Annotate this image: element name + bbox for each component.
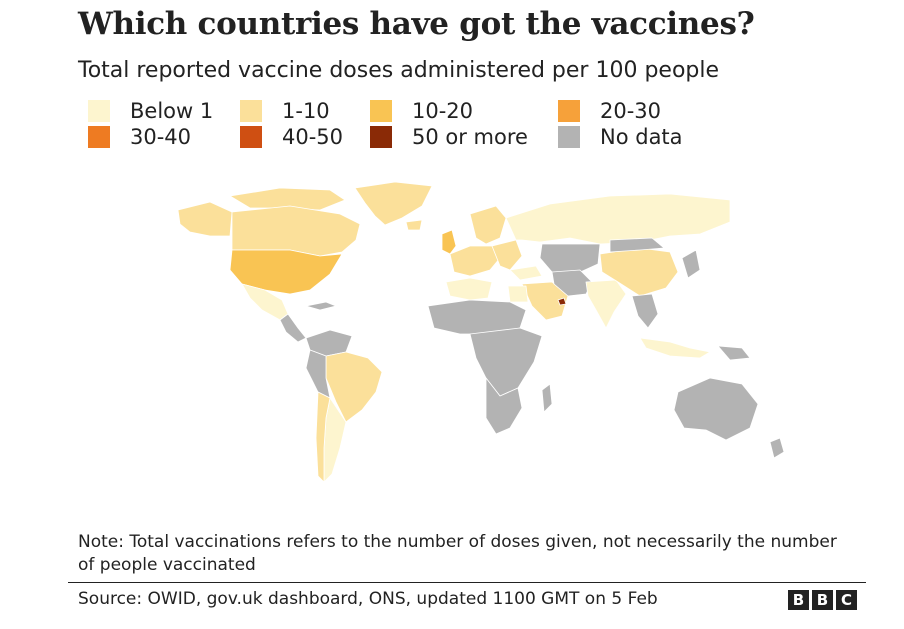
region-australia <box>673 377 759 441</box>
legend-swatch <box>240 126 262 148</box>
legend-swatch <box>558 100 580 122</box>
bbc-logo-letter: B <box>812 590 833 610</box>
region-scandinavia <box>469 205 507 245</box>
region-central-africa <box>469 327 543 397</box>
region-central-asia <box>539 243 601 275</box>
region-chile <box>315 391 331 483</box>
region-egypt <box>507 285 529 303</box>
region-indonesia <box>639 337 711 359</box>
legend-swatch <box>240 100 262 122</box>
legend-swatch <box>370 100 392 122</box>
region-madagascar <box>541 383 553 413</box>
legend-swatch <box>558 126 580 148</box>
bbc-logo-letter: C <box>836 590 857 610</box>
region-mongolia <box>609 237 665 253</box>
legend-swatch <box>370 126 392 148</box>
region-north-africa <box>445 277 493 301</box>
legend-label: 30-40 <box>130 125 192 149</box>
region-uae <box>557 297 567 306</box>
chart-subtitle: Total reported vaccine doses administere… <box>78 58 720 83</box>
legend-label: 40-50 <box>282 125 344 149</box>
region-central-america <box>279 313 307 343</box>
region-uk <box>441 229 457 255</box>
region-middle-east <box>521 281 569 321</box>
legend-item-50-or-more: 50 or more <box>370 125 528 149</box>
region-korea-japan <box>681 249 701 279</box>
region-arctic-islands <box>229 187 346 211</box>
region-iran-afghanistan <box>551 269 593 297</box>
region-papua <box>717 345 751 361</box>
region-alaska <box>177 201 233 237</box>
region-usa <box>229 249 343 295</box>
legend-label: 1-10 <box>282 99 330 123</box>
bbc-logo: B B C <box>788 590 857 610</box>
legend-item-1-10: 1-10 <box>240 99 330 123</box>
region-western-europe <box>449 245 501 277</box>
legend-label: Below 1 <box>130 99 214 123</box>
region-peru-bolivia <box>305 349 331 399</box>
legend-label: 20-30 <box>600 99 662 123</box>
chart-source: Source: OWID, gov.uk dashboard, ONS, upd… <box>78 589 658 609</box>
region-eastern-europe <box>491 239 523 271</box>
chart-title: Which countries have got the vaccines? <box>78 6 755 42</box>
legend-item-no-data: No data <box>558 125 683 149</box>
region-caribbean <box>305 301 337 311</box>
region-greenland <box>354 181 433 226</box>
world-map <box>170 178 790 490</box>
region-new-zealand <box>769 437 785 459</box>
legend-item-40-50: 40-50 <box>240 125 343 149</box>
legend-item-10-20: 10-20 <box>370 99 473 123</box>
chart-note: Note: Total vaccinations refers to the n… <box>78 532 837 575</box>
legend: Below 1 1-10 10-20 20-30 30-40 40-50 50 … <box>88 99 788 155</box>
legend-label: 10-20 <box>412 99 474 123</box>
region-iceland <box>405 219 423 231</box>
legend-item-20-30: 20-30 <box>558 99 661 123</box>
legend-label: No data <box>600 125 683 149</box>
region-turkey <box>509 265 543 281</box>
region-se-asia <box>631 293 659 329</box>
legend-item-below-1: Below 1 <box>88 99 213 123</box>
region-brazil <box>325 351 383 423</box>
footer-divider <box>68 582 866 583</box>
legend-swatch <box>88 126 110 148</box>
region-canada <box>231 205 361 257</box>
bbc-logo-letter: B <box>788 590 809 610</box>
legend-label: 50 or more <box>412 125 528 149</box>
region-india <box>585 279 627 329</box>
legend-item-30-40: 30-40 <box>88 125 191 149</box>
region-southern-africa <box>485 377 523 435</box>
legend-swatch <box>88 100 110 122</box>
region-russia <box>505 193 731 245</box>
world-map-svg <box>177 181 785 483</box>
